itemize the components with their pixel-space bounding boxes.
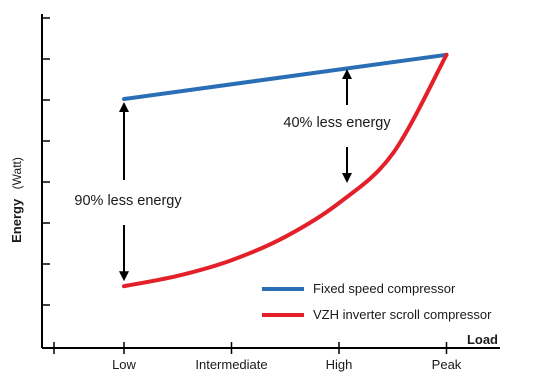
x-tick-label: High xyxy=(326,357,353,372)
legend-label-fixed-speed: Fixed speed compressor xyxy=(313,281,456,296)
series-line-1 xyxy=(122,52,449,289)
y-axis-label-main: Energy xyxy=(9,198,24,243)
axes: Low Intermediate High Peak xyxy=(41,14,500,372)
x-axis-label: Load xyxy=(467,332,498,347)
annotation-40-text: 40% less energy xyxy=(283,115,391,131)
series-layer xyxy=(122,52,449,289)
annotation-layer: 90% less energy 40% less energy xyxy=(74,69,391,282)
legend-label-inverter: VZH inverter scroll compressor xyxy=(313,307,492,322)
x-tick-label: Intermediate xyxy=(195,357,267,372)
y-axis-label-unit: (Watt) xyxy=(10,157,24,189)
annotation-90-text: 90% less energy xyxy=(74,193,182,209)
x-tick-label: Peak xyxy=(432,357,462,372)
legend: Fixed speed compressor VZH inverter scro… xyxy=(262,281,492,322)
y-axis-label: Energy (Watt) xyxy=(8,157,25,243)
series-line-0 xyxy=(122,52,449,101)
x-tick-label: Low xyxy=(112,357,136,372)
